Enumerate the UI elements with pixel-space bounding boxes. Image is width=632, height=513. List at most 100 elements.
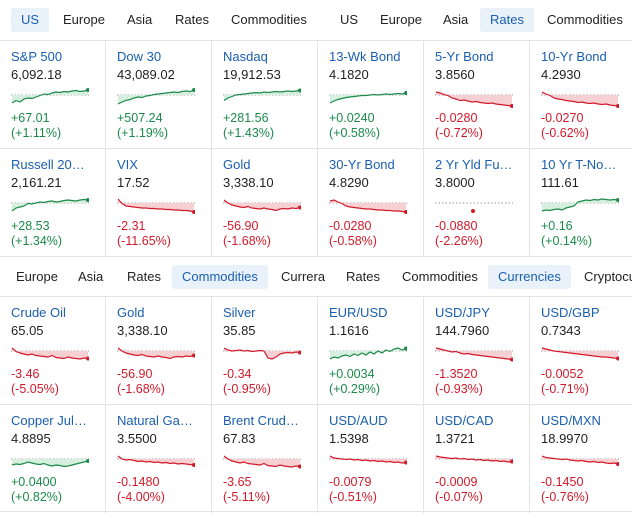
quote-card[interactable]: 2 Yr Yld Fu… 3.8000 -0.0880 (-2.26%) xyxy=(424,149,530,257)
quote-price: 1.5398 xyxy=(329,431,369,446)
sparkline-line xyxy=(435,455,513,463)
quote-name[interactable]: EUR/USD xyxy=(329,305,388,320)
sparkline-chart xyxy=(223,199,301,212)
quote-card[interactable]: EUR/USD 1.1616 +0.0034 (+0.29%) xyxy=(318,297,424,405)
quote-change-percent: (-11.65%) xyxy=(117,234,171,248)
quote-card[interactable]: 10-Yr Bond 4.2930 -0.0270 (-0.62%) xyxy=(530,41,632,149)
quote-name[interactable]: Silver xyxy=(223,305,256,320)
divider xyxy=(0,148,632,149)
quote-change-percent: (-0.58%) xyxy=(329,234,377,248)
sparkline-chart xyxy=(329,91,407,104)
quote-card[interactable]: Silver 35.85 -0.34 (-0.95%) xyxy=(212,297,318,405)
quote-card[interactable]: 5-Yr Bond 3.8560 -0.0280 (-0.72%) xyxy=(424,41,530,149)
quote-name[interactable]: Crude Oil xyxy=(11,305,66,320)
quote-card[interactable]: VIX 17.52 -2.31 (-11.65%) xyxy=(106,149,212,257)
quote-name[interactable]: USD/GBP xyxy=(541,305,600,320)
quote-card[interactable]: Russell 20… 2,161.21 +28.53 (+1.34%) xyxy=(0,149,106,257)
tab-rates-2[interactable]: Rates xyxy=(480,8,534,32)
quote-change-percent: (-0.76%) xyxy=(541,490,589,504)
quote-name[interactable]: 10-Yr Bond xyxy=(541,49,607,64)
sparkline-chart xyxy=(117,347,195,360)
quote-card[interactable]: USD/MXN 18.9970 -0.1450 (-0.76%) xyxy=(530,405,632,513)
tab-commodities[interactable]: Commodities xyxy=(231,12,307,27)
tab-europe-3[interactable]: Europe xyxy=(16,269,58,284)
sparkline-chart xyxy=(223,347,301,360)
quote-card[interactable]: Copper Jul… 4.8895 +0.0400 (+0.82%) xyxy=(0,405,106,513)
quote-name[interactable]: USD/CAD xyxy=(435,413,494,428)
tab-commodities-4[interactable]: Commodities xyxy=(402,269,478,284)
tab-europe-2[interactable]: Europe xyxy=(380,12,422,27)
quote-card[interactable]: 13-Wk Bond 4.1820 +0.0240 (+0.58%) xyxy=(318,41,424,149)
sparkline-area xyxy=(118,348,194,359)
sparkline-chart xyxy=(223,88,301,102)
quote-name[interactable]: Gold xyxy=(223,157,251,172)
quote-name[interactable]: Natural Ga… xyxy=(117,413,193,428)
quote-change: +28.53 xyxy=(11,219,50,233)
tab-rates-4[interactable]: Rates xyxy=(346,269,380,284)
tab-rates-3[interactable]: Rates xyxy=(127,269,161,284)
quote-change-percent: (-5.11%) xyxy=(223,490,271,504)
quote-price: 1.3721 xyxy=(435,431,475,446)
quote-change-percent: (-0.72%) xyxy=(435,126,483,140)
tab-europe[interactable]: Europe xyxy=(63,12,105,27)
sparkline-last-point xyxy=(192,463,195,467)
quote-card[interactable]: S&P 500 6,092.18 +67.01 (+1.11%) xyxy=(0,41,106,149)
tab-commodities-3[interactable]: Commodities xyxy=(172,265,268,289)
quote-name[interactable]: 30-Yr Bond xyxy=(329,157,395,172)
sparkline-last-point xyxy=(404,91,407,95)
quote-card[interactable]: 30-Yr Bond 4.8290 -0.0280 (-0.58%) xyxy=(318,149,424,257)
tab-asia-3[interactable]: Asia xyxy=(78,269,104,284)
quote-name[interactable]: Gold xyxy=(117,305,145,320)
sparkline-line xyxy=(117,89,195,105)
quote-name[interactable]: USD/JPY xyxy=(435,305,490,320)
tab-rates[interactable]: Rates xyxy=(175,12,209,27)
quote-name[interactable]: 2 Yr Yld Fu… xyxy=(435,157,513,172)
tab-asia-2[interactable]: Asia xyxy=(443,12,469,27)
quote-name[interactable]: Russell 20… xyxy=(11,157,85,172)
quote-name[interactable]: 13-Wk Bond xyxy=(329,49,401,64)
quote-name[interactable]: S&P 500 xyxy=(11,49,63,64)
tab-us[interactable]: US xyxy=(11,8,50,32)
quote-card[interactable]: Dow 30 43,089.02 +507.24 (+1.19%) xyxy=(106,41,212,149)
quote-name[interactable]: 10 Yr T-No… xyxy=(541,157,617,172)
quote-card[interactable]: USD/CAD 1.3721 -0.0009 (-0.07%) xyxy=(424,405,530,513)
quote-price: 4.8290 xyxy=(329,175,369,190)
quote-card[interactable]: Gold 3,338.10 -56.90 (-1.68%) xyxy=(212,149,318,257)
quote-card[interactable]: Crude Oil 65.05 -3.46 (-5.05%) xyxy=(0,297,106,405)
sparkline-last-point xyxy=(192,88,195,92)
quote-card[interactable]: Natural Ga… 3.5500 -0.1480 (-4.00%) xyxy=(106,405,212,513)
quote-name[interactable]: Copper Jul… xyxy=(11,413,87,428)
quote-name[interactable]: Nasdaq xyxy=(223,49,268,64)
tab-currera[interactable]: Currera xyxy=(281,269,326,284)
quote-card[interactable]: USD/GBP 0.7343 -0.0052 (-0.71%) xyxy=(530,297,632,405)
quote-name[interactable]: Brent Crud… xyxy=(223,413,299,428)
tab-asia[interactable]: Asia xyxy=(127,12,153,27)
quote-name[interactable]: 5-Yr Bond xyxy=(435,49,494,64)
sparkline-area xyxy=(118,199,194,212)
quote-change: +0.0240 xyxy=(329,111,375,125)
quote-card[interactable]: Nasdaq 19,912.53 +281.56 (+1.43%) xyxy=(212,41,318,149)
quote-card[interactable]: 10 Yr T-No… 111.61 +0.16 (+0.14%) xyxy=(530,149,632,257)
quote-change: +281.56 xyxy=(223,111,269,125)
quote-name[interactable]: USD/AUD xyxy=(329,413,388,428)
quote-price: 2,161.21 xyxy=(11,175,62,190)
sparkline-chart xyxy=(541,198,619,212)
tab-commodities-2[interactable]: Commodities xyxy=(547,12,623,27)
sparkline-line xyxy=(435,91,513,107)
quote-change-percent: (+0.58%) xyxy=(329,126,381,140)
quote-name[interactable]: VIX xyxy=(117,157,138,172)
quote-name[interactable]: USD/MXN xyxy=(541,413,601,428)
quote-name[interactable]: Dow 30 xyxy=(117,49,162,64)
quote-change-percent: (+1.34%) xyxy=(11,234,63,248)
quote-card[interactable]: Gold 3,338.10 -56.90 (-1.68%) xyxy=(106,297,212,405)
sparkline-chart xyxy=(435,455,513,464)
tab-us-2[interactable]: US xyxy=(340,12,359,27)
quote-change-percent: (-0.07%) xyxy=(435,490,483,504)
quote-change-percent: (-0.71%) xyxy=(541,382,589,396)
quote-card[interactable]: Brent Crud… 67.83 -3.65 (-5.11%) xyxy=(212,405,318,513)
tab-currencies[interactable]: Currencies xyxy=(488,265,571,289)
sparkline-area xyxy=(542,348,618,359)
tab-cryptocurrencies[interactable]: Cryptocu xyxy=(584,269,632,284)
quote-card[interactable]: USD/JPY 144.7960 -1.3520 (-0.93%) xyxy=(424,297,530,405)
quote-card[interactable]: USD/AUD 1.5398 -0.0079 (-0.51%) xyxy=(318,405,424,513)
